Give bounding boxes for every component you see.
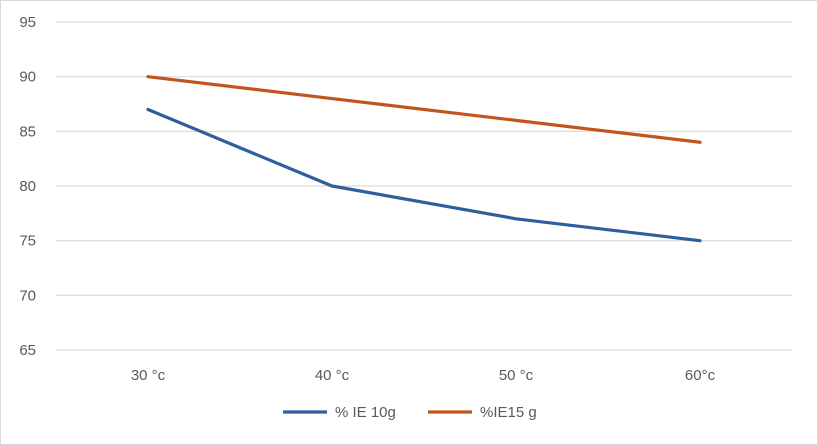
y-tick-label-85: 85 — [19, 123, 36, 140]
gridlines — [56, 21, 792, 351]
y-tick-label-80: 80 — [19, 178, 36, 195]
y-tick-label-90: 90 — [19, 69, 36, 86]
y-tick-label-70: 70 — [19, 287, 36, 304]
series-lines — [146, 75, 702, 243]
y-tick-label-95: 95 — [19, 14, 36, 31]
legend-label-0: % IE 10g — [335, 404, 396, 421]
x-tick-label-0: 30 °c — [131, 367, 166, 384]
x-axis-ticks: 30 °c 40 °c 50 °c 60°c — [131, 367, 716, 384]
y-tick-label-75: 75 — [19, 233, 36, 250]
x-tick-label-2: 50 °c — [499, 367, 534, 384]
series-line-1 — [146, 75, 702, 144]
series-line-0 — [146, 107, 702, 243]
legend: % IE 10g %IE15 g — [283, 404, 537, 421]
y-axis-ticks: 65 70 75 80 85 90 95 — [19, 14, 36, 359]
y-tick-label-65: 65 — [19, 342, 36, 359]
x-tick-label-3: 60°c — [685, 367, 716, 384]
legend-label-1: %IE15 g — [480, 404, 537, 421]
x-tick-label-1: 40 °c — [315, 367, 350, 384]
